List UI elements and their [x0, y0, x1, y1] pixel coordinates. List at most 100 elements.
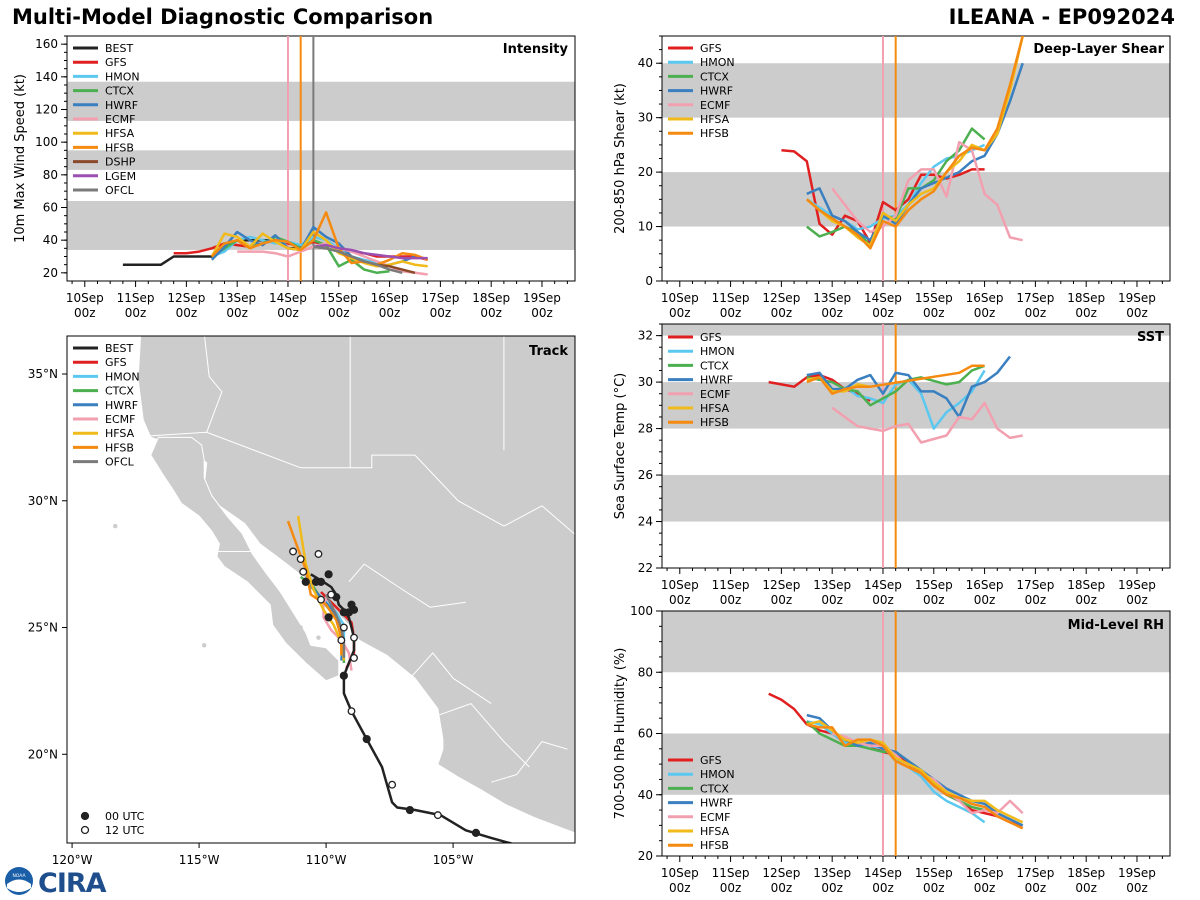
sst-legend-label: GFS	[700, 331, 722, 344]
sst-xtick-sublabel: 00z	[821, 593, 843, 607]
track-legend-label: ECMF	[105, 413, 135, 426]
rh-legend-label: HMON	[700, 768, 735, 781]
page-title: Multi-Model Diagnostic Comparison	[12, 5, 434, 29]
intensity-ytick-label: 120	[35, 103, 58, 117]
rh-panel-title: Mid-Level RH	[1068, 618, 1164, 633]
sst-legend-label: CTCX	[700, 359, 729, 372]
political-border	[145, 431, 575, 536]
intensity-xtick-label: 11Sep	[117, 291, 155, 305]
track-legend-label: GFS	[105, 356, 127, 369]
intensity-ytick-label: 140	[35, 70, 58, 84]
intensity-xtick-sublabel: 00z	[430, 306, 452, 320]
intensity-xtick-sublabel: 00z	[226, 306, 248, 320]
track-point-00utc	[339, 671, 348, 680]
rh-ytick-label: 20	[638, 849, 653, 863]
island	[113, 523, 118, 529]
rh-xtick-label: 10Sep	[661, 866, 699, 880]
sst-ytick-label: 28	[638, 422, 653, 436]
island	[316, 635, 321, 640]
intensity-xtick-label: 13Sep	[218, 291, 256, 305]
intensity-legend-label: OFCL	[105, 184, 135, 197]
track-point-00utc	[362, 734, 371, 744]
intensity-ytick-label: 60	[43, 201, 58, 215]
rh-xtick-label: 17Sep	[1016, 866, 1054, 880]
track-legend-label: HWRF	[105, 399, 138, 412]
political-border	[435, 703, 530, 768]
intensity-chart: 20 40 60 80 100 120 140 160 10m Max Wind Speed (…	[13, 35, 576, 320]
sst-xtick-sublabel: 00z	[720, 593, 742, 607]
intensity-xtick-label: 19Sep	[523, 291, 561, 305]
rh-xtick-label: 19Sep	[1118, 866, 1156, 880]
shear-xtick-label: 16Sep	[966, 291, 1004, 305]
rh-chart: 20 40 60 80 100 700-500 hPa Humidity (%) 10Sep…	[613, 604, 1171, 895]
sst-xtick-sublabel: 00z	[669, 593, 691, 607]
storm-identifier: ILEANA - EP092024	[948, 5, 1175, 29]
shear-ylabel: 200-850 hPa Shear (kt)	[613, 83, 628, 234]
island	[260, 526, 265, 531]
track-legend-label: OFCL	[105, 456, 135, 469]
intensity-ytick-label: 20	[43, 266, 58, 280]
sst-xtick-label: 19Sep	[1118, 578, 1156, 592]
track-point-00utc	[301, 577, 310, 586]
intensity-xtick-sublabel: 00z	[480, 306, 502, 320]
sst-xtick-label: 11Sep	[712, 578, 750, 592]
rh-xtick-label: 14Sep	[864, 866, 902, 880]
track-xtick-label: 115°W	[179, 853, 220, 867]
rh-legend-label: CTCX	[700, 782, 729, 795]
sst-legend-label: HFSB	[700, 416, 729, 429]
intensity-legend-label: LGEM	[105, 170, 136, 183]
intensity-shaded-band	[67, 150, 575, 170]
track-point-12utc	[299, 567, 308, 576]
intensity-legend-label: HMON	[105, 70, 140, 83]
political-border	[348, 563, 466, 608]
intensity-xtick-sublabel: 00z	[531, 306, 553, 320]
track-marker-legend-label: 12 UTC	[105, 824, 145, 837]
intensity-legend-label: HFSB	[105, 141, 134, 154]
shear-ytick-label: 0	[645, 274, 653, 288]
track-point-12utc	[388, 780, 397, 789]
rh-xtick-sublabel: 00z	[821, 881, 843, 895]
rh-shaded-band	[662, 733, 1170, 795]
rh-ytick-label: 60	[638, 727, 653, 741]
sst-xtick-label: 12Sep	[762, 578, 800, 592]
intensity-ytick-label: 40	[43, 233, 58, 247]
rh-xtick-label: 16Sep	[966, 866, 1004, 880]
sst-legend-label: HMON	[700, 345, 735, 358]
rh-legend-label: ECMF	[700, 811, 730, 824]
intensity-xtick-label: 18Sep	[472, 291, 510, 305]
noaa-logo-text: NOAA	[12, 873, 26, 879]
sst-xtick-sublabel: 00z	[974, 593, 996, 607]
track-ytick-label: 20°N	[28, 747, 58, 761]
sst-legend-label: HFSA	[700, 402, 730, 415]
intensity-xtick-sublabel: 00z	[176, 306, 198, 320]
intensity-shaded-band	[67, 81, 575, 121]
shear-xtick-label: 19Sep	[1118, 291, 1156, 305]
sst-xtick-sublabel: 00z	[872, 593, 894, 607]
track-legend-label: HMON	[105, 370, 140, 383]
track-point-12utc	[433, 811, 442, 820]
rh-legend-label: HFSB	[700, 839, 729, 852]
shear-xtick-sublabel: 00z	[720, 306, 742, 320]
track-xtick-label: 105°W	[433, 853, 474, 867]
intensity-series-hfsb	[210, 211, 429, 266]
sst-xtick-label: 18Sep	[1067, 578, 1105, 592]
sst-xtick-sublabel: 00z	[923, 593, 945, 607]
intensity-legend-label: BEST	[105, 42, 133, 55]
sst-xtick-label: 10Sep	[661, 578, 699, 592]
shear-legend-label: HMON	[700, 56, 735, 69]
intensity-legend-label: HFSA	[105, 127, 135, 140]
rh-xtick-label: 15Sep	[915, 866, 953, 880]
intensity-xtick-sublabel: 00z	[328, 306, 350, 320]
rh-shaded-band	[662, 611, 1170, 673]
intensity-xtick-label: 15Sep	[320, 291, 358, 305]
rh-legend-label: GFS	[700, 754, 722, 767]
shear-xtick-label: 18Sep	[1067, 291, 1105, 305]
shear-xtick-sublabel: 00z	[669, 306, 691, 320]
cira-logo: NOAA CIRA	[5, 867, 108, 896]
shear-series-hfsb	[805, 36, 1024, 250]
sst-shaded-band	[662, 475, 1170, 522]
map-layer	[113, 336, 575, 843]
shear-xtick-label: 12Sep	[762, 291, 800, 305]
track-point-00utc	[471, 828, 481, 837]
